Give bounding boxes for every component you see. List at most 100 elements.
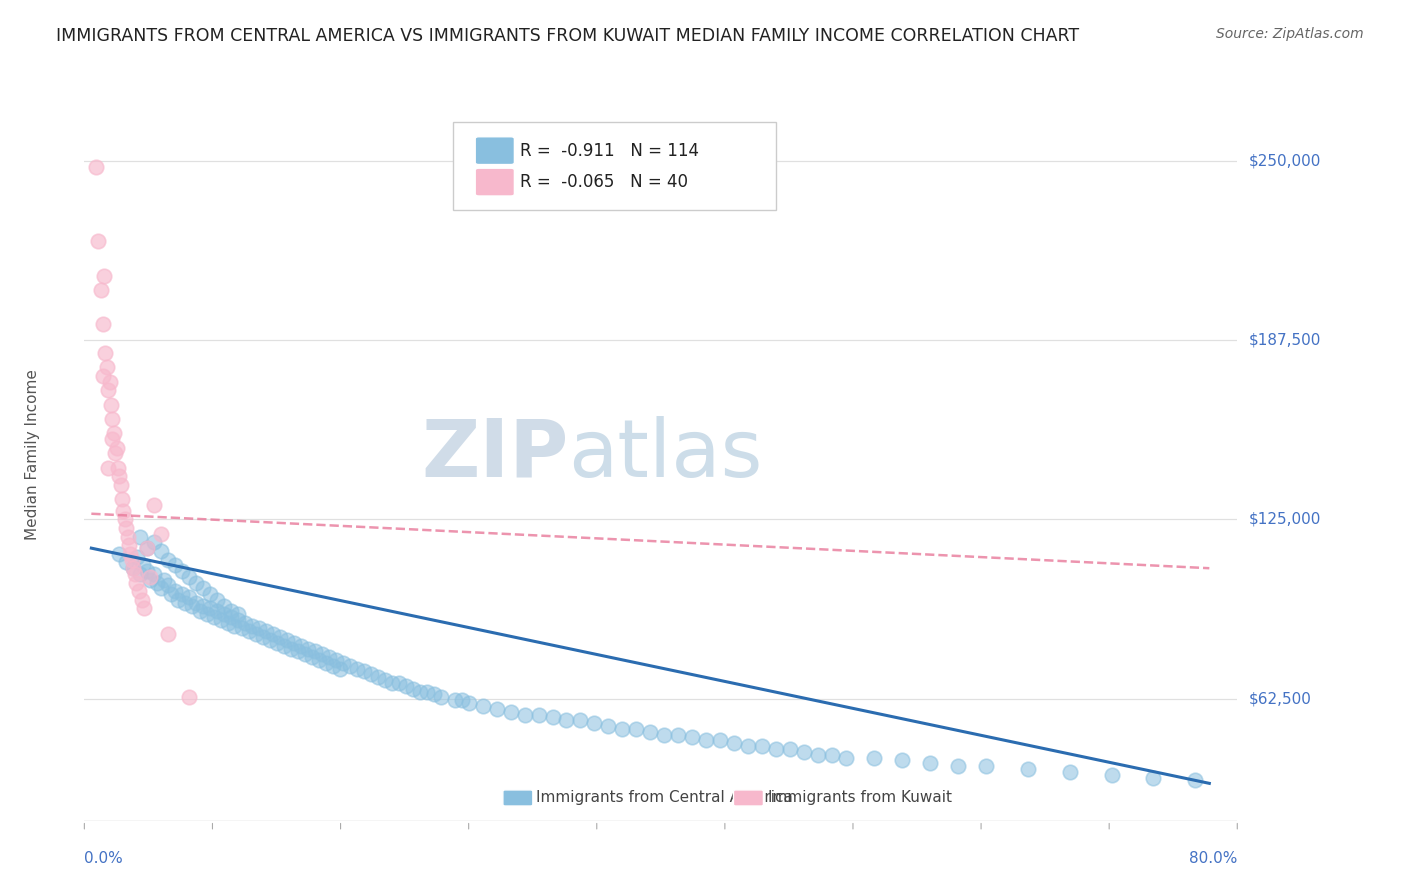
Point — [360, 667, 382, 681]
Text: IMMIGRANTS FROM CENTRAL AMERICA VS IMMIGRANTS FROM KUWAIT MEDIAN FAMILY INCOME C: IMMIGRANTS FROM CENTRAL AMERICA VS IMMIG… — [56, 27, 1080, 45]
Point — [450, 693, 472, 707]
Point — [381, 676, 404, 690]
Point — [301, 650, 323, 665]
Point — [863, 750, 886, 764]
Point — [322, 658, 344, 673]
Point — [308, 653, 330, 667]
Point — [179, 570, 201, 584]
Point — [132, 558, 155, 573]
Point — [191, 599, 214, 613]
Point — [555, 713, 578, 727]
Point — [374, 673, 396, 687]
Point — [136, 541, 159, 556]
Point — [233, 615, 256, 630]
Point — [172, 587, 194, 601]
Text: $187,500: $187,500 — [1249, 333, 1320, 348]
Text: Immigrants from Central America: Immigrants from Central America — [536, 790, 793, 805]
Point — [409, 684, 432, 698]
Point — [90, 283, 112, 297]
FancyBboxPatch shape — [453, 122, 776, 210]
Point — [143, 498, 166, 512]
Point — [240, 618, 263, 632]
Point — [153, 573, 176, 587]
Text: R =  -0.911   N = 114: R = -0.911 N = 114 — [520, 142, 699, 160]
Text: ZIP: ZIP — [422, 416, 568, 494]
Point — [122, 561, 145, 575]
Point — [471, 698, 494, 713]
FancyBboxPatch shape — [503, 790, 533, 806]
Point — [121, 552, 143, 566]
Point — [129, 566, 152, 581]
Point — [212, 607, 235, 621]
Point — [346, 662, 368, 676]
Point — [681, 731, 703, 745]
Point — [807, 747, 830, 762]
Text: Median Family Income: Median Family Income — [25, 369, 39, 541]
Point — [598, 719, 620, 733]
Point — [1142, 771, 1164, 785]
Point — [262, 627, 284, 641]
Point — [131, 592, 153, 607]
Point — [205, 592, 228, 607]
Point — [457, 696, 479, 710]
Point — [231, 622, 253, 636]
Point — [157, 578, 180, 592]
Point — [114, 512, 136, 526]
Point — [100, 398, 122, 412]
Point — [104, 446, 127, 460]
Point — [219, 610, 242, 624]
Point — [252, 630, 274, 644]
Point — [111, 492, 134, 507]
Point — [222, 618, 245, 632]
Point — [209, 613, 232, 627]
Point — [127, 549, 149, 564]
Point — [318, 650, 340, 665]
Point — [157, 627, 180, 641]
FancyBboxPatch shape — [475, 169, 515, 196]
Point — [311, 647, 333, 661]
Point — [254, 624, 277, 639]
Point — [709, 733, 731, 747]
Point — [150, 526, 173, 541]
Point — [422, 688, 444, 702]
Point — [108, 547, 131, 561]
Point — [179, 690, 201, 705]
Point — [128, 584, 150, 599]
Point — [96, 360, 118, 375]
Point — [640, 724, 662, 739]
Text: 80.0%: 80.0% — [1189, 851, 1237, 866]
Point — [115, 556, 138, 570]
Point — [217, 615, 239, 630]
Point — [202, 610, 225, 624]
Point — [737, 739, 759, 753]
Point — [105, 441, 128, 455]
Point — [339, 658, 361, 673]
Point — [416, 684, 439, 698]
Point — [315, 656, 337, 670]
Text: $62,500: $62,500 — [1249, 691, 1312, 706]
Point — [191, 582, 214, 596]
Point — [821, 747, 844, 762]
Point — [835, 750, 858, 764]
Point — [247, 622, 270, 636]
Point — [1184, 773, 1206, 788]
Point — [212, 599, 235, 613]
Point — [186, 596, 208, 610]
Point — [120, 547, 142, 561]
Text: R =  -0.065   N = 40: R = -0.065 N = 40 — [520, 173, 688, 191]
Point — [103, 426, 125, 441]
Point — [107, 460, 129, 475]
Point — [174, 596, 197, 610]
Point — [612, 722, 634, 736]
Point — [146, 575, 169, 590]
Point — [84, 160, 107, 174]
Point — [388, 676, 411, 690]
Point — [165, 584, 187, 599]
Point — [165, 558, 187, 573]
Point — [1059, 764, 1081, 779]
Point — [205, 604, 228, 618]
Point — [325, 653, 347, 667]
Point — [353, 665, 375, 679]
Point — [332, 656, 354, 670]
Point — [179, 590, 201, 604]
